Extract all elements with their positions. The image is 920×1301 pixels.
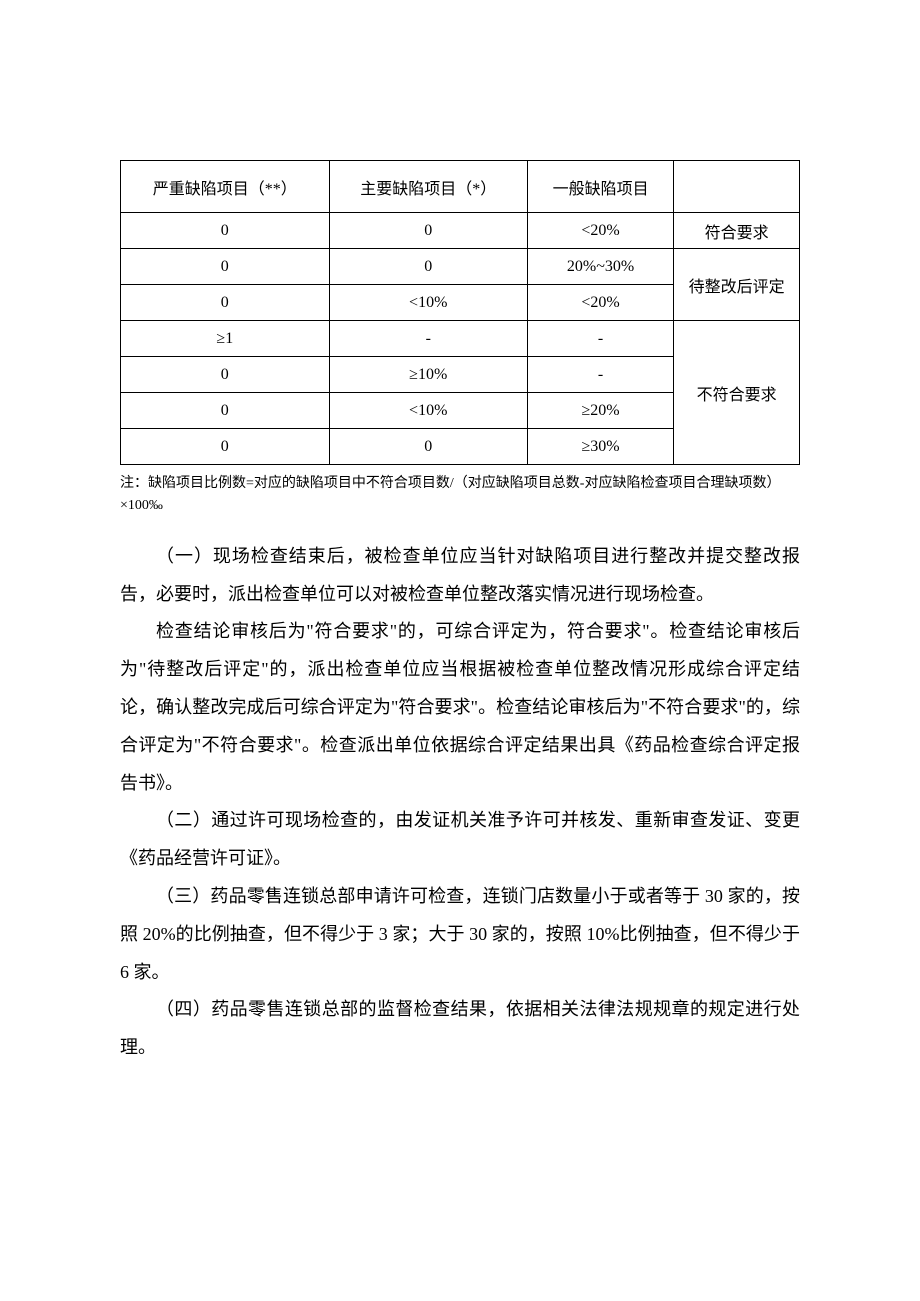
- paragraph-item-4: （四）药品零售连锁总部的监督检查结果，依据相关法律法规规章的规定进行处理。: [120, 991, 800, 1067]
- cell-major: <10%: [329, 285, 527, 321]
- cell-severe: ≥1: [121, 321, 330, 357]
- cell-general: <20%: [527, 285, 673, 321]
- cell-general: <20%: [527, 213, 673, 249]
- cell-major: <10%: [329, 393, 527, 429]
- paragraph-item-1: （一）现场检查结束后，被检查单位应当针对缺陷项目进行整改并提交整改报告，必要时，…: [120, 538, 800, 614]
- cell-severe: 0: [121, 285, 330, 321]
- header-severe-defect: 严重缺陷项目（**）: [121, 161, 330, 213]
- cell-general: -: [527, 321, 673, 357]
- cell-severe: 0: [121, 429, 330, 465]
- defect-criteria-table: 严重缺陷项目（**） 主要缺陷项目（*） 一般缺陷项目 0 0 <20% 符合要…: [120, 160, 800, 465]
- table-row: 0 0 <20% 符合要求: [121, 213, 800, 249]
- cell-result-nonconform: 不符合要求: [674, 321, 800, 465]
- cell-general: -: [527, 357, 673, 393]
- cell-major: 0: [329, 429, 527, 465]
- paragraph-review-conclusion: 检查结论审核后为"符合要求"的，可综合评定为，符合要求"。检查结论审核后为"待整…: [120, 613, 800, 802]
- cell-result-conform: 符合要求: [674, 213, 800, 249]
- header-result: [674, 161, 800, 213]
- cell-severe: 0: [121, 249, 330, 285]
- cell-result-pending: 待整改后评定: [674, 249, 800, 321]
- header-major-defect: 主要缺陷项目（*）: [329, 161, 527, 213]
- cell-severe: 0: [121, 357, 330, 393]
- table-row: 0 0 20%~30% 待整改后评定: [121, 249, 800, 285]
- header-general-defect: 一般缺陷项目: [527, 161, 673, 213]
- cell-general: ≥20%: [527, 393, 673, 429]
- table-footnote: 注：缺陷项目比例数=对应的缺陷项目中不符合项目数/（对应缺陷项目总数-对应缺陷检…: [120, 473, 800, 518]
- cell-major: 0: [329, 249, 527, 285]
- cell-general: 20%~30%: [527, 249, 673, 285]
- cell-major: -: [329, 321, 527, 357]
- paragraph-item-3: （三）药品零售连锁总部申请许可检查，连锁门店数量小于或者等于 30 家的，按照 …: [120, 878, 800, 991]
- cell-severe: 0: [121, 213, 330, 249]
- table-row: ≥1 - - 不符合要求: [121, 321, 800, 357]
- table-header-row: 严重缺陷项目（**） 主要缺陷项目（*） 一般缺陷项目: [121, 161, 800, 213]
- cell-major: 0: [329, 213, 527, 249]
- paragraph-item-2: （二）通过许可现场检查的，由发证机关准予许可并核发、重新审查发证、变更《药品经营…: [120, 802, 800, 878]
- cell-major: ≥10%: [329, 357, 527, 393]
- cell-general: ≥30%: [527, 429, 673, 465]
- cell-severe: 0: [121, 393, 330, 429]
